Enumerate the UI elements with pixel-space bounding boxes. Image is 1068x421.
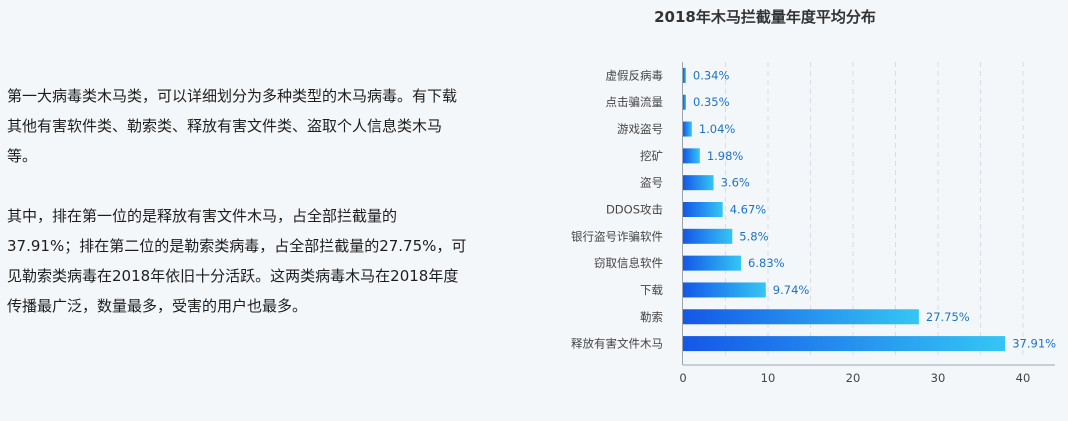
value-label: 3.6%	[721, 176, 750, 190]
value-label: 1.04%	[699, 122, 736, 136]
value-label: 27.75%	[926, 310, 970, 324]
x-tick-label: 10	[761, 371, 776, 385]
category-label: 盗号	[640, 176, 663, 190]
bar	[683, 175, 714, 191]
article-text: 第一大病毒类木马类，可以详细划分为多种类型的木马病毒。有下载其他有害软件类、勒索…	[7, 81, 467, 321]
labels: 虚假反病毒 0.34% 点击骗流量 0.35% 游戏盗号 1.04% 挖矿 1.98% 盗号 3.…	[571, 68, 1056, 350]
category-label: 点击骗流量	[606, 95, 664, 109]
bar	[683, 94, 686, 110]
x-tick-label: 40	[1016, 371, 1031, 385]
bars	[683, 67, 1006, 352]
category-label: 释放有害文件木马	[571, 337, 663, 351]
bar	[683, 282, 766, 298]
category-label: 银行盗号诈骗软件	[571, 229, 663, 243]
bar	[683, 67, 686, 83]
category-label: 游戏盗号	[617, 122, 663, 136]
bar	[683, 202, 723, 217]
value-label: 6.83%	[748, 256, 785, 270]
article-paragraph-1: 第一大病毒类木马类，可以详细划分为多种类型的木马病毒。有下载其他有害软件类、勒索…	[7, 87, 458, 165]
bar	[683, 336, 1006, 352]
bar	[683, 121, 692, 137]
x-tick-label: 20	[846, 371, 861, 385]
category-label: 窃取信息软件	[594, 256, 663, 270]
x-tick-label: 0	[679, 371, 686, 385]
value-label: 37.91%	[1012, 337, 1056, 351]
category-label: 挖矿	[640, 149, 663, 163]
category-label: 下载	[640, 283, 663, 297]
article-paragraph-2: 其中，排在第一位的是释放有害文件木马，占全部拦截量的37.91%；排在第二位的是…	[7, 207, 467, 315]
value-label: 9.74%	[773, 283, 810, 297]
grid-lines	[725, 62, 1024, 357]
value-label: 1.98%	[707, 149, 744, 163]
bar	[683, 148, 700, 164]
axes: 0 10 20 30 40	[679, 62, 1055, 385]
bar	[683, 228, 733, 244]
category-label: 勒索	[640, 310, 663, 324]
bar	[683, 255, 742, 271]
value-label: 0.34%	[693, 68, 730, 82]
value-label: 0.35%	[693, 95, 730, 109]
category-label: 虚假反病毒	[606, 68, 664, 82]
category-label: DDOS攻击	[606, 203, 663, 217]
bar	[683, 309, 919, 325]
chart-title: 2018年木马拦截量年度平均分布	[654, 8, 876, 26]
value-label: 4.67%	[730, 203, 767, 217]
value-label: 5.8%	[739, 229, 768, 243]
x-tick-label: 30	[931, 371, 946, 385]
